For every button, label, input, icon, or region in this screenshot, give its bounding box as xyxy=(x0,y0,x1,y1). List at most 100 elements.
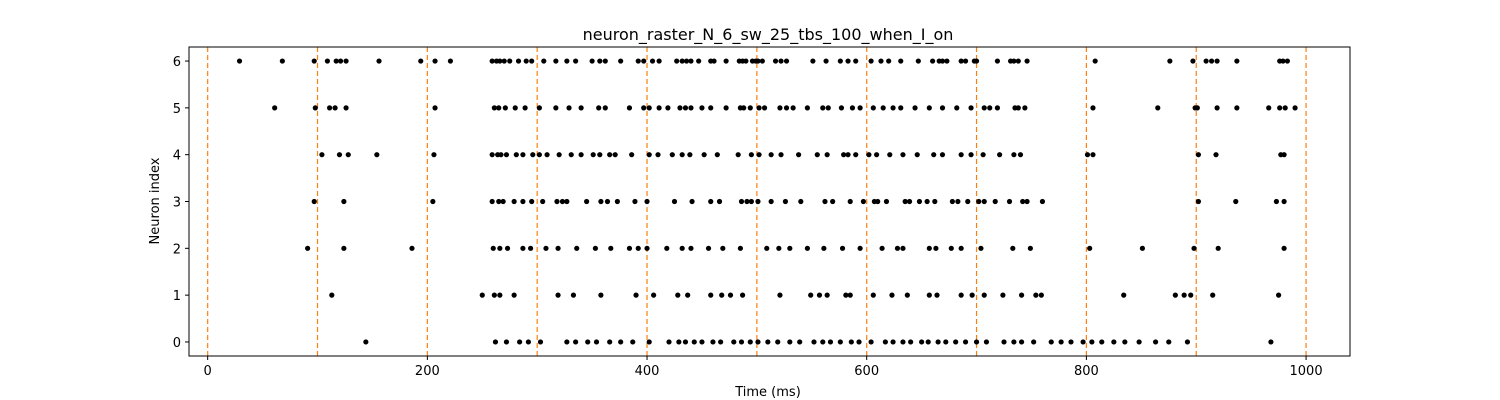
spike-point xyxy=(689,198,695,205)
spike-point xyxy=(926,292,932,298)
spike-point xyxy=(497,292,503,298)
spike-point xyxy=(870,292,876,298)
spike-point xyxy=(630,339,636,345)
y-tick-label: 5 xyxy=(173,102,181,117)
spike-point xyxy=(1234,105,1240,111)
spike-point xyxy=(1155,105,1161,111)
spike-point xyxy=(523,58,529,64)
spike-point xyxy=(777,292,783,298)
spike-point xyxy=(333,58,339,64)
spike-point xyxy=(479,292,485,298)
spike-point xyxy=(564,198,570,205)
spike-point xyxy=(688,58,694,64)
spike-point xyxy=(820,339,826,345)
spike-point xyxy=(626,245,633,251)
spike-point xyxy=(1090,105,1096,111)
spike-point xyxy=(564,58,570,64)
spike-point xyxy=(447,58,454,64)
spike-point xyxy=(691,339,697,345)
spike-point xyxy=(1011,152,1017,158)
spike-point xyxy=(719,292,725,298)
spike-point xyxy=(602,58,608,64)
spike-point xyxy=(597,58,603,64)
spike-point xyxy=(324,58,330,64)
spike-point xyxy=(592,245,599,251)
spike-point xyxy=(664,245,670,251)
spike-point xyxy=(755,198,761,205)
spike-point xyxy=(1038,292,1044,298)
spike-point xyxy=(363,339,369,345)
spike-point xyxy=(491,105,497,111)
spike-point xyxy=(981,292,987,298)
spike-point xyxy=(827,339,834,345)
spike-point xyxy=(987,105,993,111)
spike-point xyxy=(926,105,932,111)
x-tick-label: 0 xyxy=(204,364,212,379)
spike-point xyxy=(573,58,579,64)
spike-point xyxy=(626,105,633,111)
spike-point xyxy=(866,152,872,158)
spike-point xyxy=(906,198,913,205)
spike-point xyxy=(1152,339,1159,345)
spike-point xyxy=(756,152,762,158)
spike-point xyxy=(1089,339,1095,345)
x-tick-label: 1000 xyxy=(1290,364,1323,379)
spike-point xyxy=(705,245,712,251)
spike-point xyxy=(765,339,771,345)
spike-point xyxy=(738,198,745,205)
spike-point xyxy=(1213,152,1219,158)
spike-point xyxy=(1203,58,1209,64)
spike-point xyxy=(507,58,513,64)
spike-point xyxy=(744,198,750,205)
spike-point xyxy=(646,152,652,158)
spike-point xyxy=(312,105,318,111)
spike-point xyxy=(1194,105,1200,111)
spike-points xyxy=(236,58,1298,345)
spike-point xyxy=(1281,245,1287,251)
spike-point xyxy=(272,105,278,111)
spike-point xyxy=(649,58,656,64)
spike-point xyxy=(761,105,768,111)
spike-point xyxy=(853,152,859,158)
spike-point xyxy=(944,58,950,64)
spike-point xyxy=(1001,339,1007,345)
spike-point xyxy=(666,339,672,345)
spike-point xyxy=(908,339,914,345)
spike-point xyxy=(632,198,638,205)
spike-point xyxy=(699,105,705,111)
spike-point xyxy=(1024,198,1030,205)
spike-point xyxy=(687,152,693,158)
spike-point xyxy=(343,105,349,111)
spike-point xyxy=(578,105,584,111)
spike-point xyxy=(798,198,804,205)
spike-point xyxy=(589,58,595,64)
spike-point xyxy=(943,339,949,345)
spike-point xyxy=(1006,198,1013,205)
spike-point xyxy=(978,245,984,251)
spike-point xyxy=(935,339,941,345)
y-axis-label: Neuron index xyxy=(148,157,163,244)
spike-point xyxy=(787,245,793,251)
spike-point xyxy=(932,198,938,205)
spike-point xyxy=(889,292,895,298)
spike-point xyxy=(598,198,604,205)
spike-point xyxy=(948,245,954,251)
spike-point xyxy=(1284,58,1290,64)
spike-point xyxy=(236,58,243,64)
spike-point xyxy=(739,292,746,298)
spike-point xyxy=(821,245,827,251)
spike-point xyxy=(925,339,931,345)
y-tick-label: 2 xyxy=(173,242,181,257)
spike-point xyxy=(838,105,845,111)
spike-point xyxy=(1215,245,1221,251)
spike-point xyxy=(962,58,969,64)
spike-point xyxy=(376,58,382,64)
spike-point xyxy=(797,339,803,345)
spike-point xyxy=(919,339,925,345)
spike-point xyxy=(1191,245,1197,251)
spike-point xyxy=(830,198,836,205)
spike-point xyxy=(1084,152,1091,158)
spike-point xyxy=(731,339,737,345)
spike-point xyxy=(341,198,347,205)
spike-point xyxy=(1087,245,1093,251)
